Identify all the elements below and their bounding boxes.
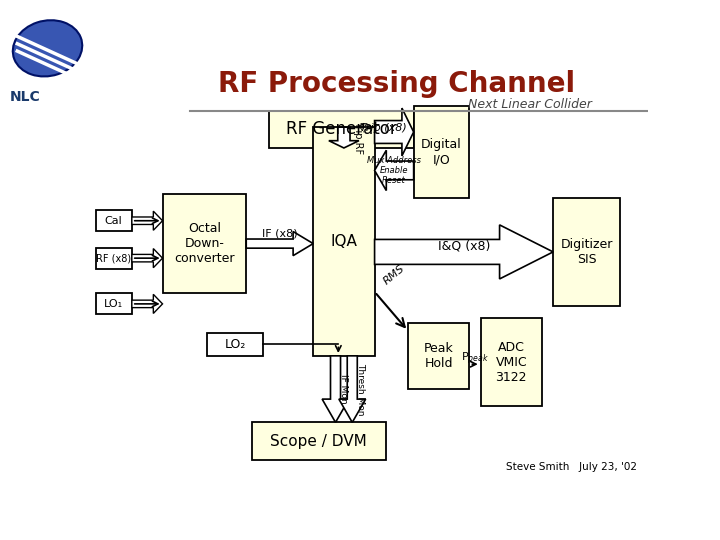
Bar	[252, 422, 386, 460]
Ellipse shape	[13, 20, 82, 77]
Text: Digitizer
SIS: Digitizer SIS	[560, 238, 613, 266]
Polygon shape	[329, 127, 359, 148]
Text: RMS: RMS	[382, 264, 407, 287]
Text: NLC: NLC	[10, 90, 41, 104]
Bar	[96, 293, 132, 314]
Text: LO₁: LO₁	[104, 299, 123, 309]
Polygon shape	[374, 108, 413, 156]
Text: Next Linear Collider: Next Linear Collider	[468, 98, 593, 111]
Text: P$_{peak}$: P$_{peak}$	[461, 351, 489, 367]
Bar	[553, 198, 620, 306]
Text: IF Mon: IF Mon	[339, 374, 348, 404]
Bar	[408, 322, 469, 389]
Text: ADC
VMIC
3122: ADC VMIC 3122	[495, 341, 527, 383]
Polygon shape	[374, 150, 413, 191]
Text: IF (x8): IF (x8)	[262, 228, 297, 238]
Bar	[269, 111, 414, 148]
Polygon shape	[132, 211, 163, 230]
Text: LO₂: LO₂	[225, 338, 246, 351]
Text: I&Q (x8): I&Q (x8)	[438, 239, 490, 252]
Polygon shape	[339, 356, 366, 422]
Polygon shape	[246, 232, 313, 255]
Polygon shape	[132, 248, 163, 268]
Text: Digital
I/O: Digital I/O	[421, 138, 462, 166]
Text: Thresh Mon: Thresh Mon	[356, 363, 365, 415]
Text: Mux Address
Enable
Reset: Mux Address Enable Reset	[367, 156, 421, 185]
Text: IQA: IQA	[330, 234, 357, 249]
Text: Steve Smith   July 23, '02: Steve Smith July 23, '02	[506, 462, 637, 472]
Bar	[413, 106, 469, 198]
Bar	[481, 319, 542, 406]
Text: Peak
Hold: Peak Hold	[424, 342, 454, 370]
Bar	[313, 127, 374, 356]
Text: RF (x8): RF (x8)	[96, 253, 131, 263]
Text: Trip (x8): Trip (x8)	[359, 123, 406, 133]
Polygon shape	[132, 294, 163, 313]
Text: Scope / DVM: Scope / DVM	[271, 434, 367, 449]
Bar	[207, 333, 263, 356]
Text: RF Generator: RF Generator	[286, 120, 397, 138]
Text: Octal
Down-
converter: Octal Down- converter	[174, 222, 235, 265]
Bar	[96, 210, 132, 231]
Polygon shape	[322, 356, 349, 422]
Text: RF Processing Channel: RF Processing Channel	[218, 70, 575, 98]
Text: Cal: Cal	[105, 215, 122, 226]
Bar	[96, 248, 132, 268]
Bar	[163, 194, 246, 294]
Text: Trip RF: Trip RF	[353, 121, 363, 154]
Polygon shape	[374, 225, 553, 279]
